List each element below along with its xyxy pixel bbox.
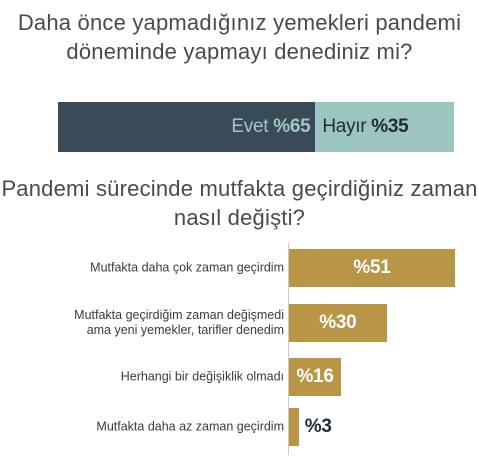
category-label: Mutfakta daha çok zaman geçirdim [90,260,284,275]
stacked-segment-evet: Evet %65 [58,102,316,152]
bar [289,408,299,446]
question-1-title: Daha önce yapmadığınız yemekleri pandemi… [17,10,462,64]
stacked-bar: Evet %65 Hayır %35 [58,102,454,152]
segment-label-evet: Evet [231,116,269,137]
bar [289,249,455,287]
bar [289,304,387,342]
segment-label-hayir: Hayır [322,116,367,137]
category-label: Mutfakta daha az zaman geçirdim [96,419,284,434]
category-label: Herhangi bir değişiklik olmadı [120,369,284,384]
data-label: %3 [304,416,332,437]
stacked-segment-hayir: Hayır %35 [315,102,454,152]
segment-value-hayir: %35 [371,116,409,137]
data-label: %30 [319,312,357,333]
category-label: Mutfakta geçirdiğim zaman değişmedi ama … [74,308,284,337]
segment-value-evet: %65 [273,116,311,137]
question-2-title: Pandemi sürecinde mutfakta geçirdiğiniz … [1,176,478,230]
data-label: %16 [296,366,334,387]
data-label: %51 [353,257,391,278]
bar [289,358,342,396]
bar-axis-line [288,243,289,455]
